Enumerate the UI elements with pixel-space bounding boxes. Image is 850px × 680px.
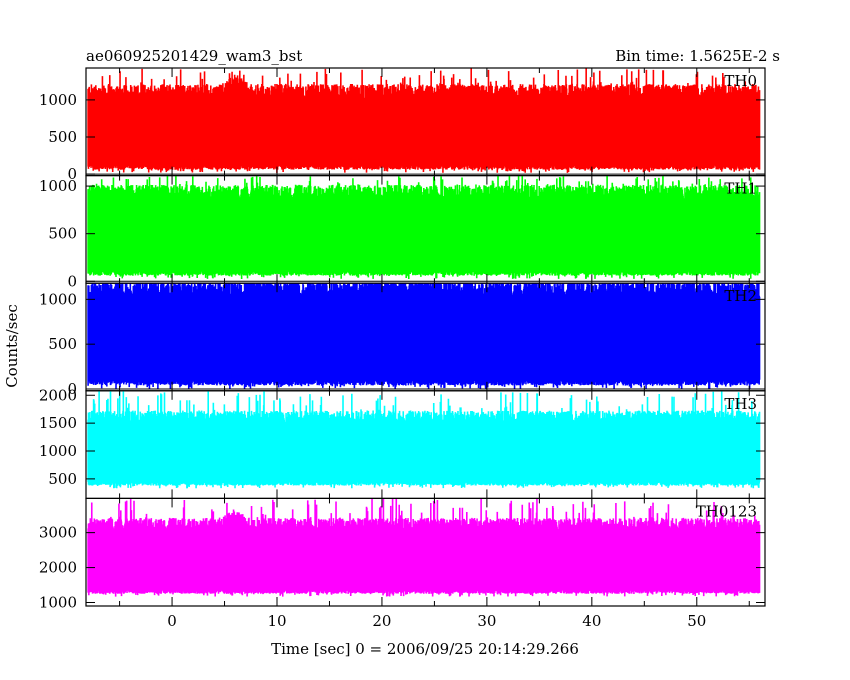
y-tick-label: 1000 (39, 290, 77, 308)
panel-th0: 0 500 1000 TH0 (39, 67, 766, 183)
panel-th0123: 1000 2000 3000 TH0123 (39, 497, 766, 612)
y-tick-label: 0 (67, 380, 77, 398)
x-tick-label: 0 (167, 612, 177, 630)
y-axis-label: Counts/sec (3, 304, 21, 388)
y-tick-label: 3000 (39, 524, 77, 542)
series-line-th0 (87, 68, 761, 173)
panel-th3: 500 1000 1500 2000 TH3 (39, 386, 766, 499)
series-label-th3: TH3 (724, 395, 757, 413)
y-tick-label: 1500 (39, 414, 77, 432)
y-tick-label: 500 (48, 128, 77, 146)
x-tick-label: 30 (477, 612, 496, 630)
chart-title: ae060925201429_wam3_bst (86, 47, 302, 65)
y-tick-label: 1000 (39, 177, 77, 195)
x-tick-label: 20 (372, 612, 391, 630)
y-tick-label: 2000 (39, 559, 77, 577)
y-tick-label: 1000 (39, 442, 77, 460)
y-tick-label: 500 (48, 225, 77, 243)
y-tick-label: 0 (67, 272, 77, 290)
panel-th1: 0 500 1000 TH1 (39, 175, 766, 290)
series-line-th0123 (87, 498, 761, 597)
x-tick-label: 50 (687, 612, 706, 630)
y-tick-label: 1000 (39, 91, 77, 109)
x-axis-label: Time [sec] 0 = 2006/09/25 20:14:29.266 (271, 640, 579, 658)
series-label-th2: TH2 (724, 287, 757, 305)
series-line-th2 (87, 283, 761, 390)
panel-frame (85, 497, 766, 607)
y-tick-label: 0 (67, 165, 77, 183)
y-tick-label: 2000 (39, 386, 77, 404)
series-line-th1 (87, 175, 761, 279)
series-line-th3 (87, 390, 761, 489)
panel-th2: 0 500 1000 TH2 (39, 282, 766, 398)
y-tick-label: 500 (48, 470, 77, 488)
y-tick-label: 500 (48, 335, 77, 353)
series-label-th1: TH1 (724, 180, 757, 198)
bin-time-label: Bin time: 1.5625E-2 s (615, 47, 780, 65)
series-label-th0: TH0 (724, 72, 757, 90)
x-tick-label: 10 (267, 612, 286, 630)
series-label-th0123: TH0123 (696, 502, 757, 520)
x-tick-label: 40 (582, 612, 601, 630)
y-tick-label: 1000 (39, 594, 77, 612)
